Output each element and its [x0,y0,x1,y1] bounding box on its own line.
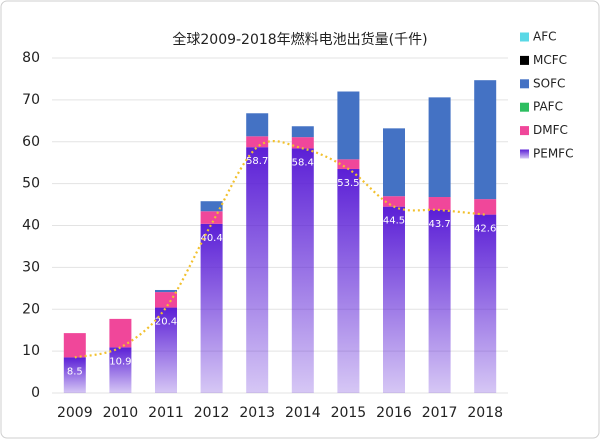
bar-segment [291,126,314,138]
legend-label: PEMFC [533,147,573,161]
y-tick-label: 10 [22,343,40,359]
x-tick-label: 2013 [239,405,275,421]
data-label: 42.6 [474,224,496,235]
y-tick-label: 20 [22,301,40,317]
bar-segment [337,159,360,169]
bar-segment [200,201,223,212]
x-tick-label: 2010 [103,405,139,421]
bar-segment [109,318,132,348]
legend-swatch [520,79,529,89]
bar-segment [246,136,269,148]
y-tick-label: 50 [22,176,40,192]
legend-swatch [520,102,529,112]
x-tick-label: 2015 [331,405,367,421]
bar-segment [200,223,223,393]
chart-title: 全球2009-2018年燃料电池出货量(千件) [172,31,427,48]
bar-segment [155,292,177,308]
y-tick-label: 70 [22,92,40,108]
bar-segment [291,148,314,393]
data-label: 43.7 [428,219,450,230]
bar-segment [428,197,451,211]
data-label: 20.4 [155,317,177,328]
y-tick-label: 0 [31,385,40,401]
data-label: 53.5 [337,178,359,189]
y-tick-label: 40 [22,218,40,234]
y-tick-label: 30 [22,259,40,275]
bar-segment [291,137,314,149]
bar-segment [474,214,497,393]
bar-segment [474,199,497,215]
data-label: 40.4 [200,233,222,244]
bar-segment [200,211,223,224]
x-tick-label: 2016 [376,405,412,421]
data-label: 44.5 [383,216,405,227]
bar-segment [474,80,497,200]
y-tick-label: 60 [22,134,40,150]
x-tick-label: 2014 [285,405,321,421]
bar-segment [383,196,405,207]
x-tick-label: 2011 [148,405,184,421]
x-tick-label: 2012 [194,405,230,421]
legend-label: AFC [533,30,557,44]
bar-segment [155,307,177,393]
bar-segment [428,210,451,393]
bar-segment [155,289,177,293]
legend-swatch [520,55,529,65]
data-label: 58.7 [246,156,268,167]
x-tick-label: 2017 [422,405,458,421]
legend-swatch [520,126,529,136]
bar-segment [428,97,451,198]
legend-swatch [520,149,529,159]
legend-label: MCFC [533,53,567,67]
x-tick-label: 2018 [467,405,503,421]
data-label: 10.9 [109,356,131,367]
y-tick-label: 80 [22,50,40,66]
data-label: 8.5 [67,366,83,377]
bar-segment [337,168,360,393]
bar-segment [63,357,86,393]
trend-line [74,140,486,359]
data-label: 58.4 [292,157,314,168]
legend-label: SOFC [533,76,565,90]
bar-segment [383,128,405,197]
bar-segment [246,113,269,137]
legend-label: DMFC [533,123,568,137]
x-tick-label: 2009 [57,405,93,421]
legend-label: PAFC [533,100,563,114]
bar-segment [246,147,269,393]
bar-segment [337,91,360,160]
bar-segment [383,206,405,393]
bar-segment [109,347,132,393]
bar-segment [63,333,86,358]
legend-swatch [520,32,529,42]
